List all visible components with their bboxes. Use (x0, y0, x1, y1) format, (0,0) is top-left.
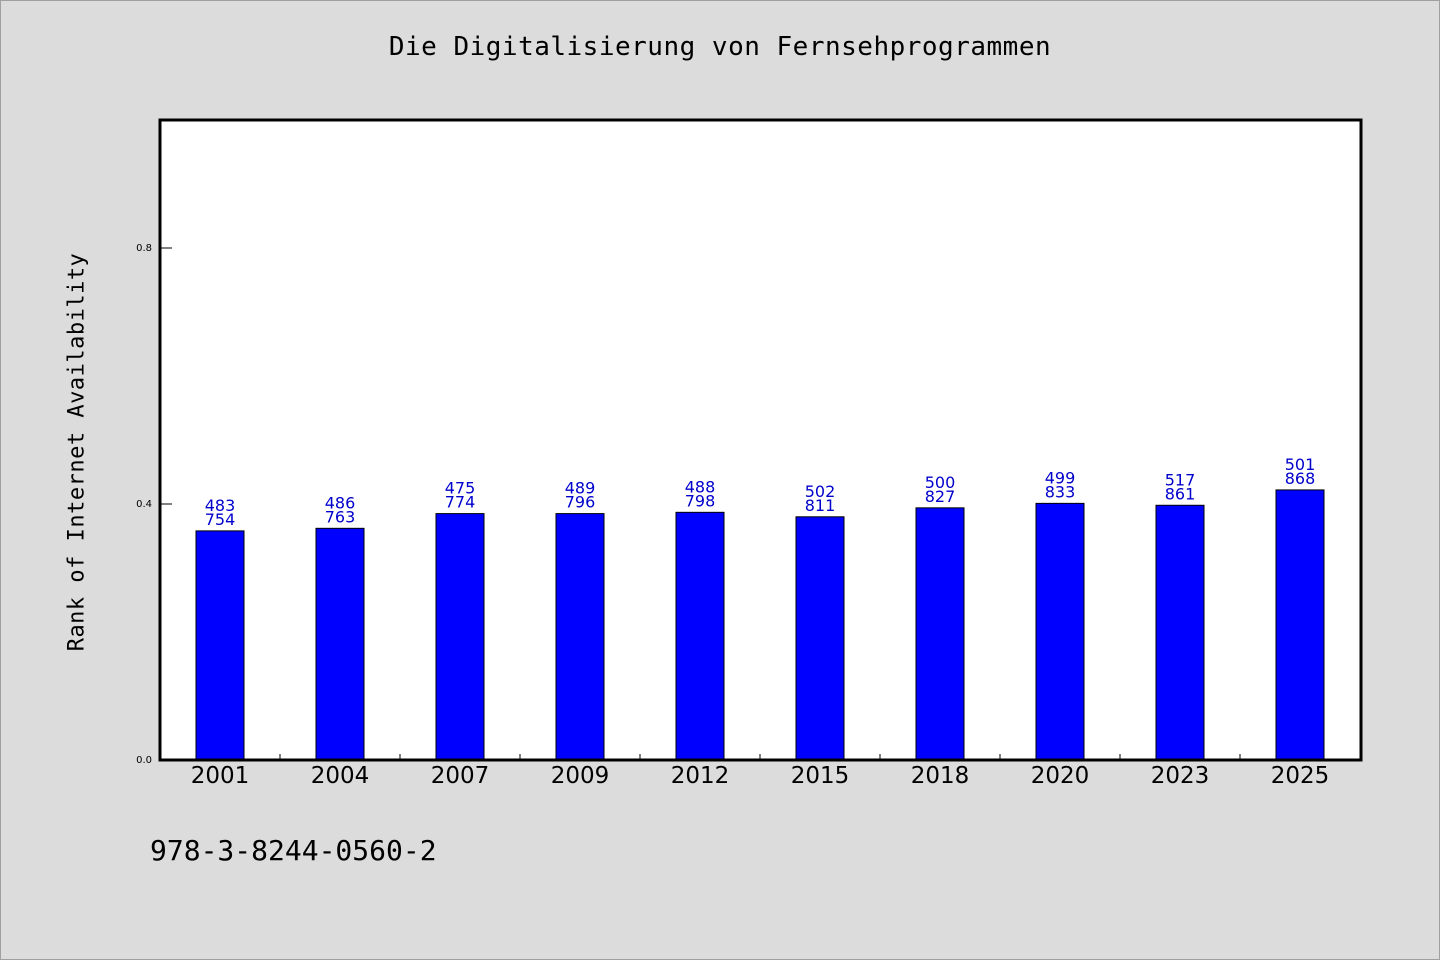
bar-data-label-top: 502 (805, 482, 836, 501)
bar-data-label-top: 488 (685, 477, 716, 496)
bar-data-label-bottom: 774 (445, 493, 476, 512)
bar-data-label-top: 500 (925, 473, 956, 492)
bar (915, 507, 965, 761)
bar-data-label-bottom: 833 (1045, 482, 1076, 501)
bar-data-label-bottom: 796 (565, 493, 596, 512)
bar-data-label-top: 517 (1165, 470, 1196, 489)
x-axis: 2001 2004 2007 2009 2012 2015 2018 2020 2023 2025 (191, 754, 1330, 789)
bar (555, 513, 605, 761)
bar-data-label-bottom: 798 (685, 491, 716, 510)
x-tick-label: 2020 (1031, 763, 1090, 789)
x-tick-label: 2007 (431, 763, 490, 789)
x-tick-label: 2012 (671, 763, 730, 789)
bar-data-label-top: 489 (565, 479, 596, 498)
y-tick-label: 0.0 (136, 755, 152, 766)
bar-data-label-top: 483 (205, 496, 236, 515)
bar-data-label-bottom: 811 (805, 496, 836, 515)
bar-data-label-bottom: 861 (1165, 484, 1196, 503)
chart-title: Die Digitalisierung von Fernsehprogramme… (388, 32, 1052, 62)
x-tick-label: 2004 (311, 763, 370, 789)
x-tick-label: 2025 (1271, 763, 1330, 789)
plot-border (158, 118, 1363, 762)
isbn-text: 978-3-8244-0560-2 (150, 834, 437, 867)
bar (1155, 504, 1205, 761)
bar (315, 527, 365, 761)
bars-layer (195, 489, 1325, 761)
x-tick-label: 2001 (191, 763, 250, 789)
bar-data-label-bottom: 754 (205, 510, 236, 529)
y-tick-label: 0.4 (136, 499, 152, 510)
x-tick-label: 2015 (791, 763, 850, 789)
bar-data-label-bottom: 763 (325, 507, 356, 526)
x-tick-label: 2023 (1151, 763, 1210, 789)
x-tick-label: 2009 (551, 763, 610, 789)
bar (195, 530, 245, 761)
y-tick-label: 0.8 (136, 243, 152, 254)
bar-data-label-top: 501 (1285, 455, 1316, 474)
bar-data-label-bottom: 827 (925, 487, 956, 506)
x-tick-label: 2018 (911, 763, 970, 789)
bar (675, 511, 725, 761)
bar-data-label-bottom: 868 (1285, 469, 1316, 488)
bar (1275, 489, 1325, 761)
bar (435, 513, 485, 761)
bar (1035, 502, 1085, 761)
bar-data-label-top: 499 (1045, 468, 1076, 487)
bar-data-label-top: 475 (445, 479, 476, 498)
bar-data-label-top: 486 (325, 493, 356, 512)
data-labels-layer: 4837544867634757744897964887985028115008… (205, 455, 1316, 529)
bar (795, 516, 845, 761)
